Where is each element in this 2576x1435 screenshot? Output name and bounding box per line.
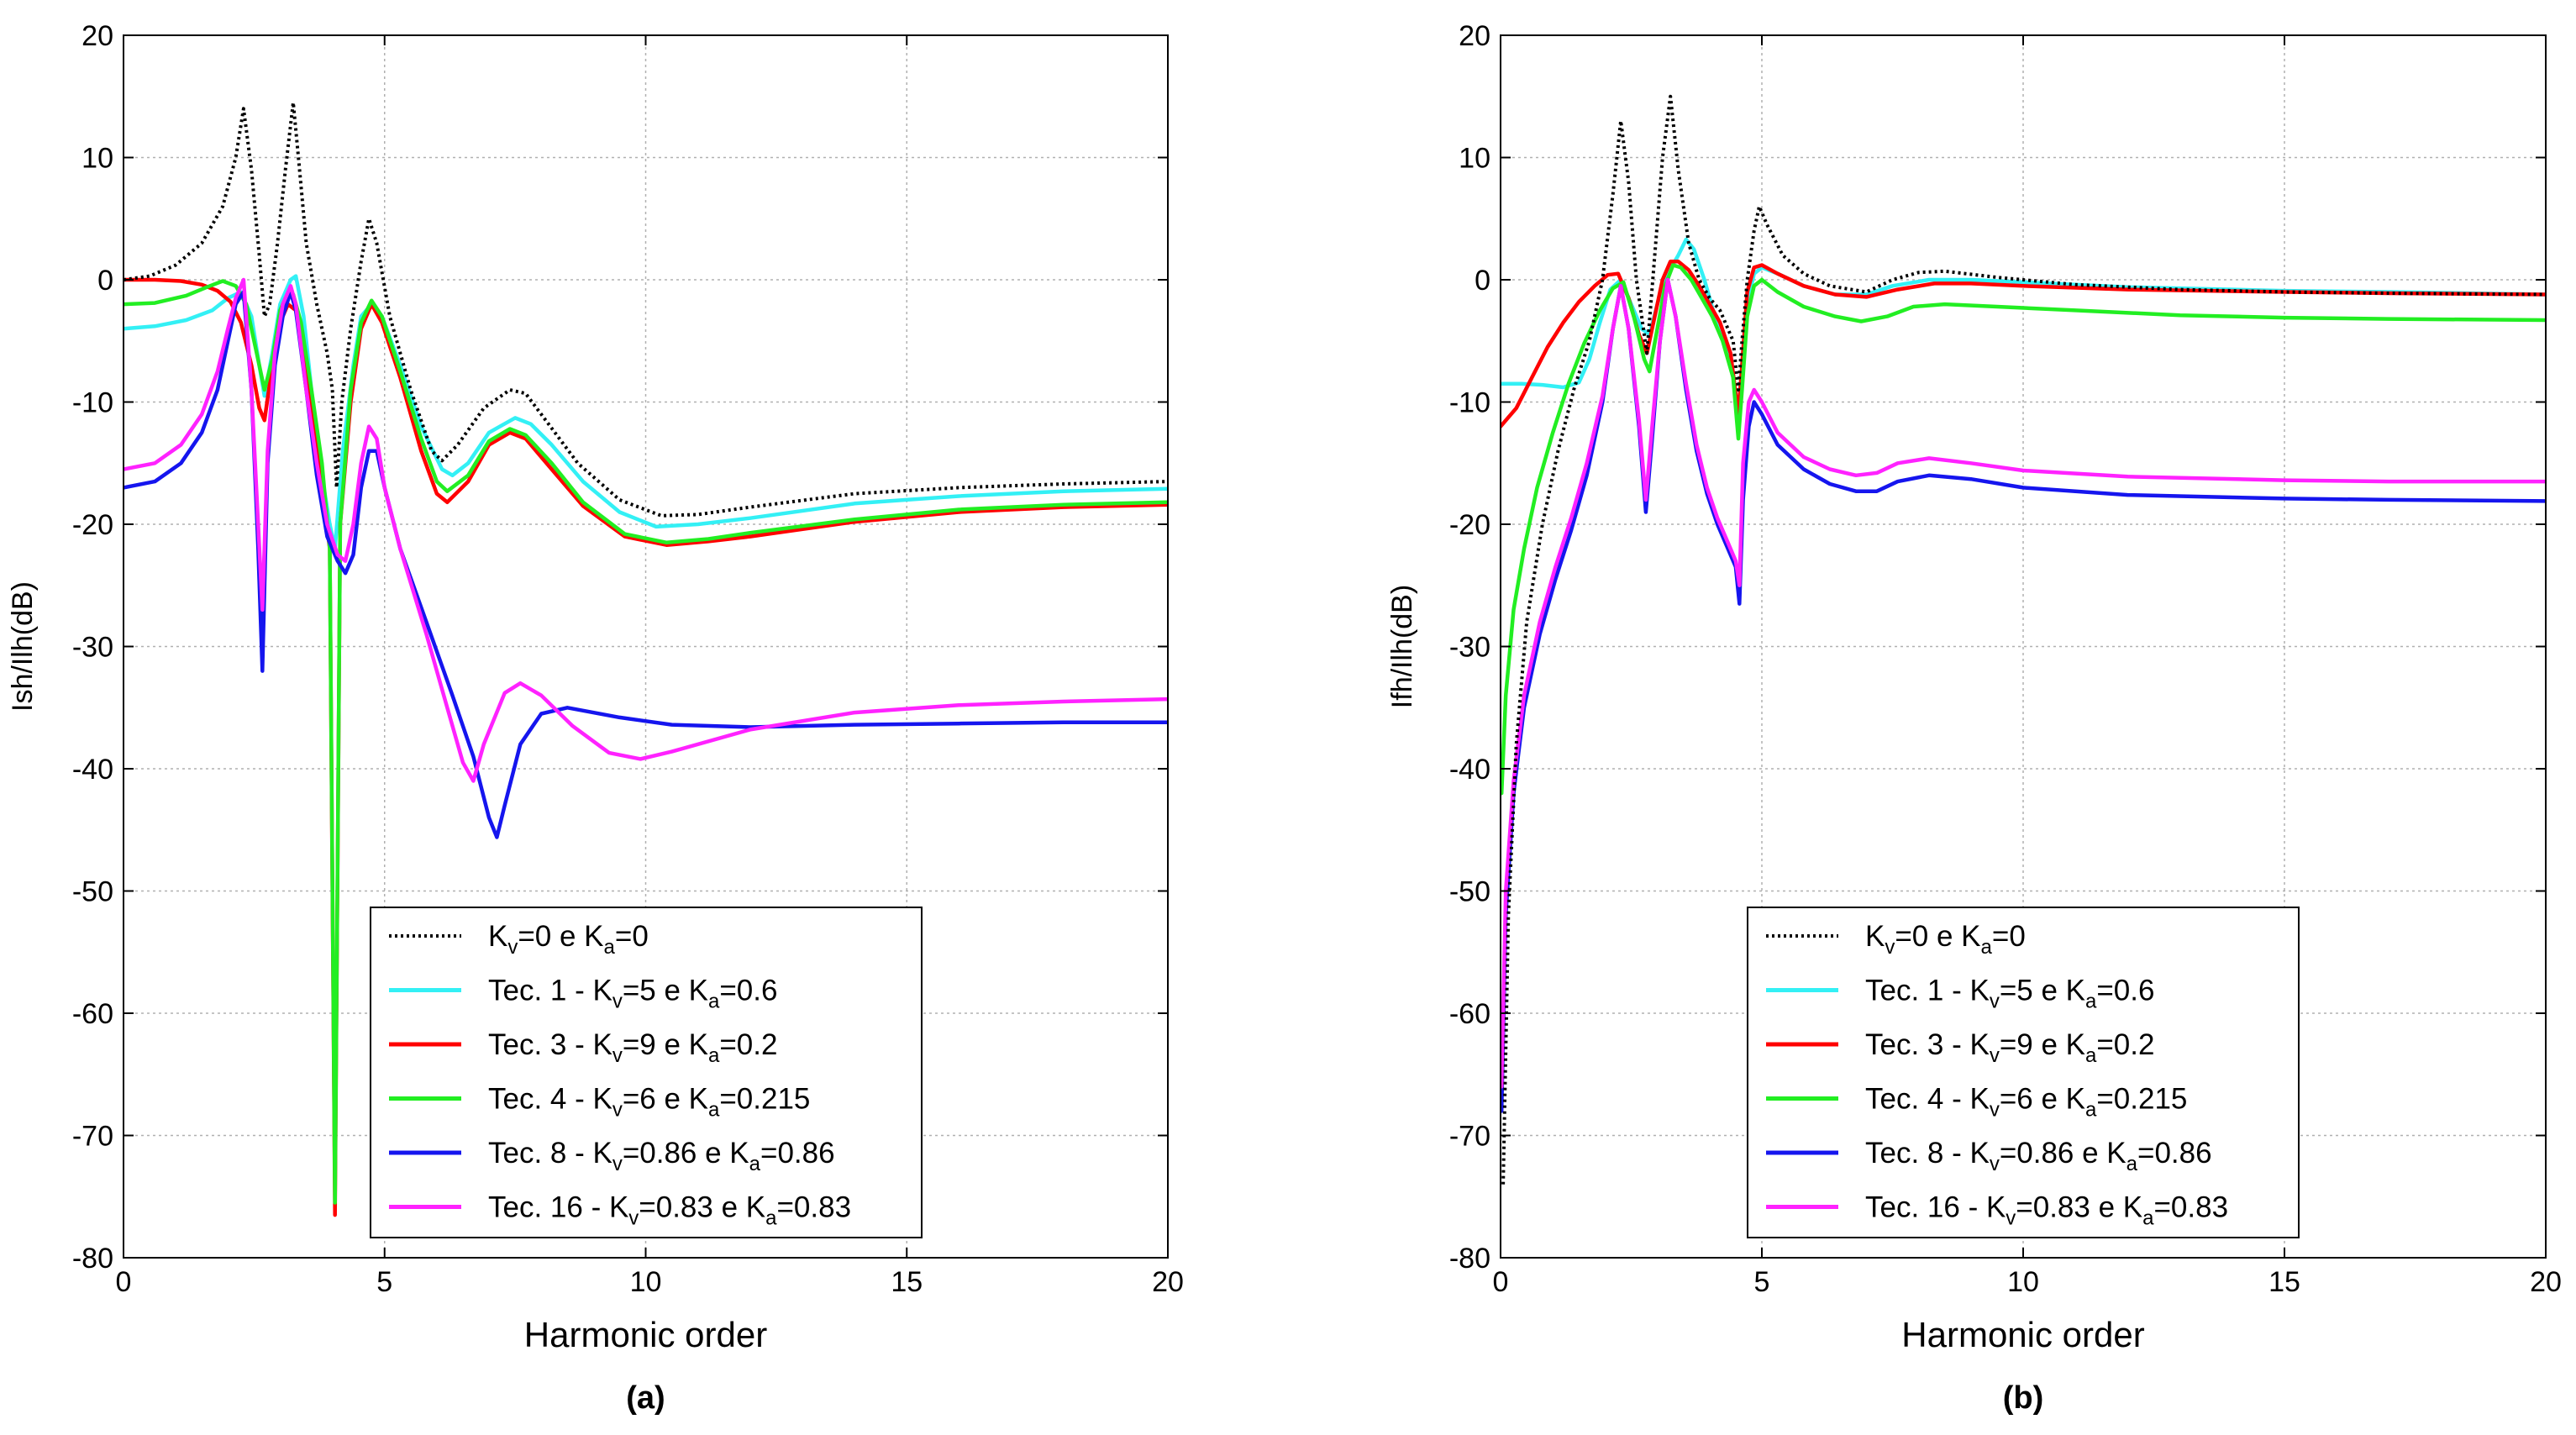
x-tick-label-b: 10	[2007, 1266, 2039, 1298]
legend-entry-b-1: Tec. 1 - Kv=5 e Ka=0.6	[1865, 975, 2154, 1013]
y-tick-label-a: -10	[72, 387, 113, 419]
legend-entry-a-2: Tec. 3 - Kv=9 e Ka=0.2	[488, 1028, 777, 1067]
series-line-b-2	[1501, 259, 2546, 428]
series-line-b-4	[1501, 277, 2546, 1113]
series-group-a	[124, 101, 1168, 1217]
series-line-b-3	[1501, 263, 2546, 796]
legend-entry-b-2: Tec. 3 - Kv=9 e Ka=0.2	[1865, 1028, 2154, 1067]
legend-entry-b-5: Tec. 16 - Kv=0.83 e Ka=0.83	[1865, 1191, 2228, 1230]
series-line-a-3	[124, 279, 1168, 1205]
x-tick-label-b: 15	[2268, 1266, 2300, 1298]
y-tick-label-a: -40	[72, 754, 113, 786]
y-tick-label-b: 10	[1459, 143, 1490, 175]
x-tick-label-a: 5	[376, 1266, 392, 1298]
x-tick-label-b: 20	[2530, 1266, 2562, 1298]
y-tick-label-b: 20	[1459, 20, 1490, 52]
y-tick-label-a: -80	[72, 1243, 113, 1275]
y-tick-label-a: -70	[72, 1121, 113, 1153]
series-group-b	[1501, 94, 2546, 1185]
y-tick-label-b: -20	[1449, 509, 1490, 541]
legend-a: Kv=0 e Ka=0 Tec. 1 - Kv=5 e Ka=0.6 Tec. 3 …	[370, 907, 923, 1238]
x-tick-label-b: 0	[1493, 1266, 1509, 1298]
y-tick-label-b: -70	[1449, 1121, 1490, 1153]
y-tick-label-b: -30	[1449, 632, 1490, 664]
x-tick-label-a: 20	[1152, 1266, 1184, 1298]
legend-entry-a-1: Tec. 1 - Kv=5 e Ka=0.6	[488, 975, 777, 1013]
y-tick-label-a: 20	[81, 20, 113, 52]
series-line-b-0	[1501, 94, 2546, 1185]
series-line-a-5	[124, 277, 1168, 783]
y-tick-label-b: -40	[1449, 754, 1490, 786]
x-tick-label-a: 0	[116, 1266, 132, 1298]
y-tick-label-a: 0	[97, 265, 113, 297]
x-axis-label-b: Harmonic order	[1901, 1315, 2144, 1354]
legend-entry-a-5: Tec. 16 - Kv=0.83 e Ka=0.83	[488, 1191, 851, 1230]
y-tick-label-b: -60	[1449, 998, 1490, 1030]
legend-entry-b-4: Tec. 8 - Kv=0.86 e Ka=0.86	[1865, 1137, 2212, 1175]
legend-entry-b-3: Tec. 4 - Kv=6 e Ka=0.215	[1865, 1083, 2187, 1122]
legend-b: Kv=0 e Ka=0 Tec. 1 - Kv=5 e Ka=0.6 Tec. 3 …	[1747, 907, 2300, 1238]
y-tick-label-a: -50	[72, 876, 113, 908]
y-tick-label-a: -30	[72, 632, 113, 664]
legend-entry-a-0: Kv=0 e Ka=0	[488, 920, 649, 959]
legend-box-b	[1747, 907, 2300, 1238]
series-line-b-5	[1501, 277, 2546, 1089]
y-axis-label-b: Ifh/Ilh(dB)	[1386, 585, 1418, 708]
x-axis-label-a: Harmonic order	[524, 1315, 767, 1354]
legend-box-a	[370, 907, 923, 1238]
panel-b: 0 5 10 15 20 20 10 0 -10 -20 -30 -40 -50 -60 -70 -80 Har…	[1386, 20, 2562, 1416]
x-tick-label-a: 10	[630, 1266, 662, 1298]
x-tick-label-a: 15	[891, 1266, 923, 1298]
y-tick-label-b: 0	[1475, 265, 1490, 297]
y-axis-label-a: Ish/Ilh(dB)	[7, 581, 39, 712]
y-tick-label-a: -20	[72, 509, 113, 541]
y-tick-label-b: -10	[1449, 387, 1490, 419]
panel-a: 0 5 10 15 20 20 10 0 -10 -20 -30 -40 -50 -60 -70 -80 Har…	[7, 20, 1184, 1416]
panel-label-a: (a)	[626, 1380, 665, 1416]
y-tick-label-b: -80	[1449, 1243, 1490, 1275]
legend-entry-a-3: Tec. 4 - Kv=6 e Ka=0.215	[488, 1083, 810, 1122]
panel-label-b: (b)	[2003, 1380, 2044, 1416]
y-tick-label-a: 10	[81, 143, 113, 175]
x-tick-label-b: 5	[1754, 1266, 1770, 1298]
y-tick-label-a: -60	[72, 998, 113, 1030]
series-line-b-1	[1501, 237, 2546, 417]
legend-entry-b-0: Kv=0 e Ka=0	[1865, 920, 2026, 959]
legend-entry-a-4: Tec. 8 - Kv=0.86 e Ka=0.86	[488, 1137, 835, 1175]
y-tick-label-b: -50	[1449, 876, 1490, 908]
